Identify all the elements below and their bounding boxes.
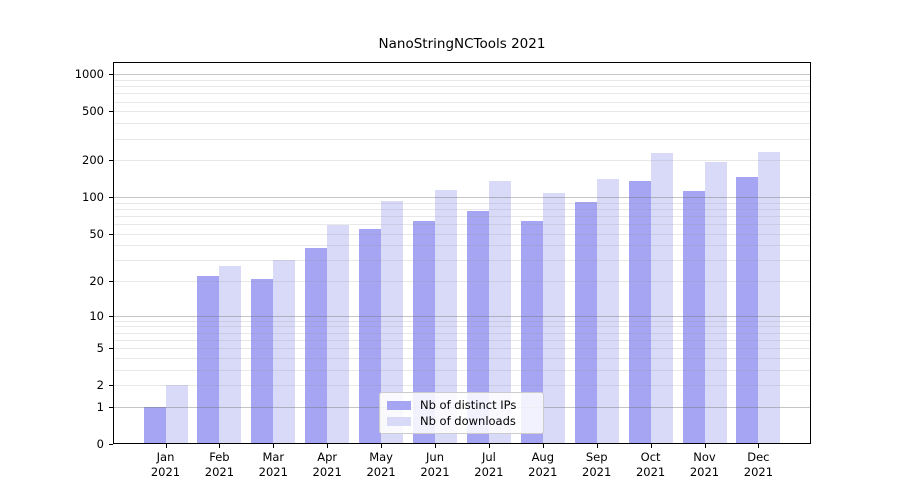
legend: Nb of distinct IPs Nb of downloads xyxy=(379,392,544,434)
legend-item-downloads: Nb of downloads xyxy=(387,414,534,428)
x-tick-label-aug: Aug 2021 xyxy=(528,450,558,479)
y-tick-mark xyxy=(109,444,113,445)
legend-item-distinct-ips: Nb of distinct IPs xyxy=(387,398,534,412)
y-tick-mark xyxy=(109,160,113,161)
y-tick-mark xyxy=(109,281,113,282)
legend-swatch-downloads xyxy=(387,416,411,426)
y-tick-mark xyxy=(109,407,113,408)
bar-distinct-ips-oct xyxy=(628,181,651,444)
y-tick-label-200: 200 xyxy=(82,153,104,168)
y-tick-mark xyxy=(109,111,113,112)
x-tick-label-jun: Jun 2021 xyxy=(420,450,450,479)
x-tick-mark xyxy=(705,444,706,448)
bar-distinct-ips-jul xyxy=(466,210,489,444)
bar-distinct-ips-mar xyxy=(251,278,274,444)
bar-downloads-jun xyxy=(435,190,457,444)
bar-downloads-aug xyxy=(542,193,565,444)
x-tick-label-feb: Feb 2021 xyxy=(204,450,235,479)
y-tick-label-1: 1 xyxy=(96,399,104,414)
y-tick-label-10: 10 xyxy=(89,308,104,323)
bar-downloads-oct xyxy=(650,152,673,444)
bar-downloads-sep xyxy=(596,179,619,444)
y-tick-mark xyxy=(109,316,113,317)
bar-downloads-dec xyxy=(758,151,781,444)
x-tick-mark xyxy=(381,444,382,448)
bar-downloads-jan xyxy=(165,385,188,444)
y-tick-mark xyxy=(109,197,113,198)
bar-distinct-ips-dec xyxy=(736,177,759,444)
legend-label-distinct-ips: Nb of distinct IPs xyxy=(420,398,517,412)
x-tick-mark xyxy=(543,444,544,448)
bar-downloads-feb xyxy=(219,265,242,444)
bar-distinct-ips-jun xyxy=(413,220,435,444)
y-tick-label-0: 0 xyxy=(96,437,104,451)
y-tick-label-500: 500 xyxy=(82,104,104,119)
bar-distinct-ips-may xyxy=(359,228,382,444)
bar-distinct-ips-sep xyxy=(574,202,597,444)
x-tick-label-sep: Sep 2021 xyxy=(582,450,612,479)
legend-label-downloads: Nb of downloads xyxy=(420,414,516,428)
y-tick-mark xyxy=(109,385,113,386)
y-tick-mark xyxy=(109,234,113,235)
x-tick-label-oct: Oct 2021 xyxy=(635,450,666,479)
x-tick-mark xyxy=(219,444,220,448)
x-tick-mark xyxy=(651,444,652,448)
x-tick-mark xyxy=(327,444,328,448)
x-tick-label-jan: Jan 2021 xyxy=(150,450,181,479)
y-tick-mark xyxy=(109,74,113,75)
y-tick-label-5: 5 xyxy=(96,341,104,356)
bar-distinct-ips-apr xyxy=(305,247,328,444)
x-tick-label-dec: Dec 2021 xyxy=(743,450,774,479)
y-tick-label-50: 50 xyxy=(89,226,104,241)
y-tick-mark xyxy=(109,348,113,349)
bars-layer xyxy=(113,62,811,444)
y-tick-label-1000: 1000 xyxy=(74,67,104,82)
x-tick-mark xyxy=(758,444,759,448)
bar-distinct-ips-jan xyxy=(143,406,166,444)
chart-title: NanoStringNCTools 2021 xyxy=(378,36,546,52)
bar-downloads-apr xyxy=(327,224,350,444)
x-tick-label-jul: Jul 2021 xyxy=(474,450,504,479)
bar-downloads-nov xyxy=(704,161,727,444)
bar-distinct-ips-aug xyxy=(520,221,543,444)
x-tick-mark xyxy=(489,444,490,448)
x-tick-label-mar: Mar 2021 xyxy=(258,450,288,479)
y-tick-label-20: 20 xyxy=(89,274,104,289)
bar-downloads-mar xyxy=(273,260,296,444)
x-tick-label-may: May 2021 xyxy=(366,450,396,479)
legend-swatch-distinct-ips xyxy=(387,400,411,410)
bar-downloads-jul xyxy=(488,181,511,444)
x-tick-label-nov: Nov 2021 xyxy=(689,450,720,479)
x-tick-label-apr: Apr 2021 xyxy=(312,450,342,479)
x-tick-mark xyxy=(166,444,167,448)
bar-distinct-ips-nov xyxy=(682,191,705,444)
bar-distinct-ips-feb xyxy=(197,276,220,444)
y-tick-label-2: 2 xyxy=(96,378,104,393)
x-tick-mark xyxy=(273,444,274,448)
x-tick-mark xyxy=(435,444,436,448)
plot-area xyxy=(113,62,811,444)
x-tick-mark xyxy=(597,444,598,448)
y-tick-label-100: 100 xyxy=(82,190,104,205)
bar-downloads-may xyxy=(381,201,404,444)
